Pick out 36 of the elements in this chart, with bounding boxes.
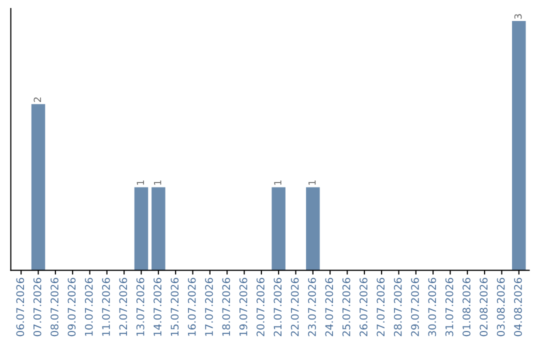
x-tick-label: 07.07.2026 — [33, 278, 42, 336]
x-tick-label: 20.07.2026 — [256, 278, 264, 336]
x-tick-label: 22.07.2026 — [290, 278, 299, 336]
x-tick-label: 25.07.2026 — [342, 278, 350, 336]
x-tick-label: 17.07.2026 — [205, 278, 213, 336]
x-tick-label: 29.07.2026 — [411, 278, 419, 336]
x-tick-label: 26.07.2026 — [360, 278, 368, 336]
data-label: 1 — [274, 180, 282, 185]
data-label: 1 — [154, 180, 162, 185]
x-tick-label: 19.07.2026 — [239, 278, 248, 336]
data-label: 1 — [308, 180, 316, 185]
x-tick-label: 01.08.2026 — [462, 278, 470, 336]
x-tick-label: 12.07.2026 — [119, 278, 128, 336]
x-tick-label: 03.08.2026 — [496, 278, 505, 336]
data-label: 2 — [34, 97, 41, 102]
data-label: 3 — [514, 14, 522, 19]
x-tick-label: 13.07.2026 — [136, 278, 144, 336]
x-tick-label: 21.07.2026 — [274, 278, 282, 336]
x-tick-label: 02.08.2026 — [480, 278, 488, 336]
x-tick-label: 28.07.2026 — [394, 278, 402, 336]
x-tick-label: 16.07.2026 — [188, 278, 196, 336]
x-tick-label: 09.07.2026 — [68, 278, 76, 336]
x-tick-label: 31.07.2026 — [445, 278, 454, 336]
x-tick-label: 23.07.2026 — [308, 278, 316, 336]
x-tick-label: 14.07.2026 — [154, 278, 162, 336]
x-tick-label: 18.07.2026 — [222, 278, 230, 336]
x-tick-label: 24.07.2026 — [325, 278, 334, 336]
x-tick-label: 30.07.2026 — [428, 278, 436, 336]
data-label: 1 — [136, 180, 144, 185]
x-tick-label: 08.07.2026 — [50, 278, 58, 336]
x-tick-label: 04.08.2026 — [514, 278, 522, 336]
x-tick-label: 27.07.2026 — [376, 278, 385, 336]
x-tick-label: 11.07.2026 — [102, 278, 110, 336]
x-tick-label: 06.07.2026 — [16, 278, 24, 336]
x-tick-label: 10.07.2026 — [84, 278, 93, 336]
x-tick-label: 15.07.2026 — [170, 278, 179, 336]
